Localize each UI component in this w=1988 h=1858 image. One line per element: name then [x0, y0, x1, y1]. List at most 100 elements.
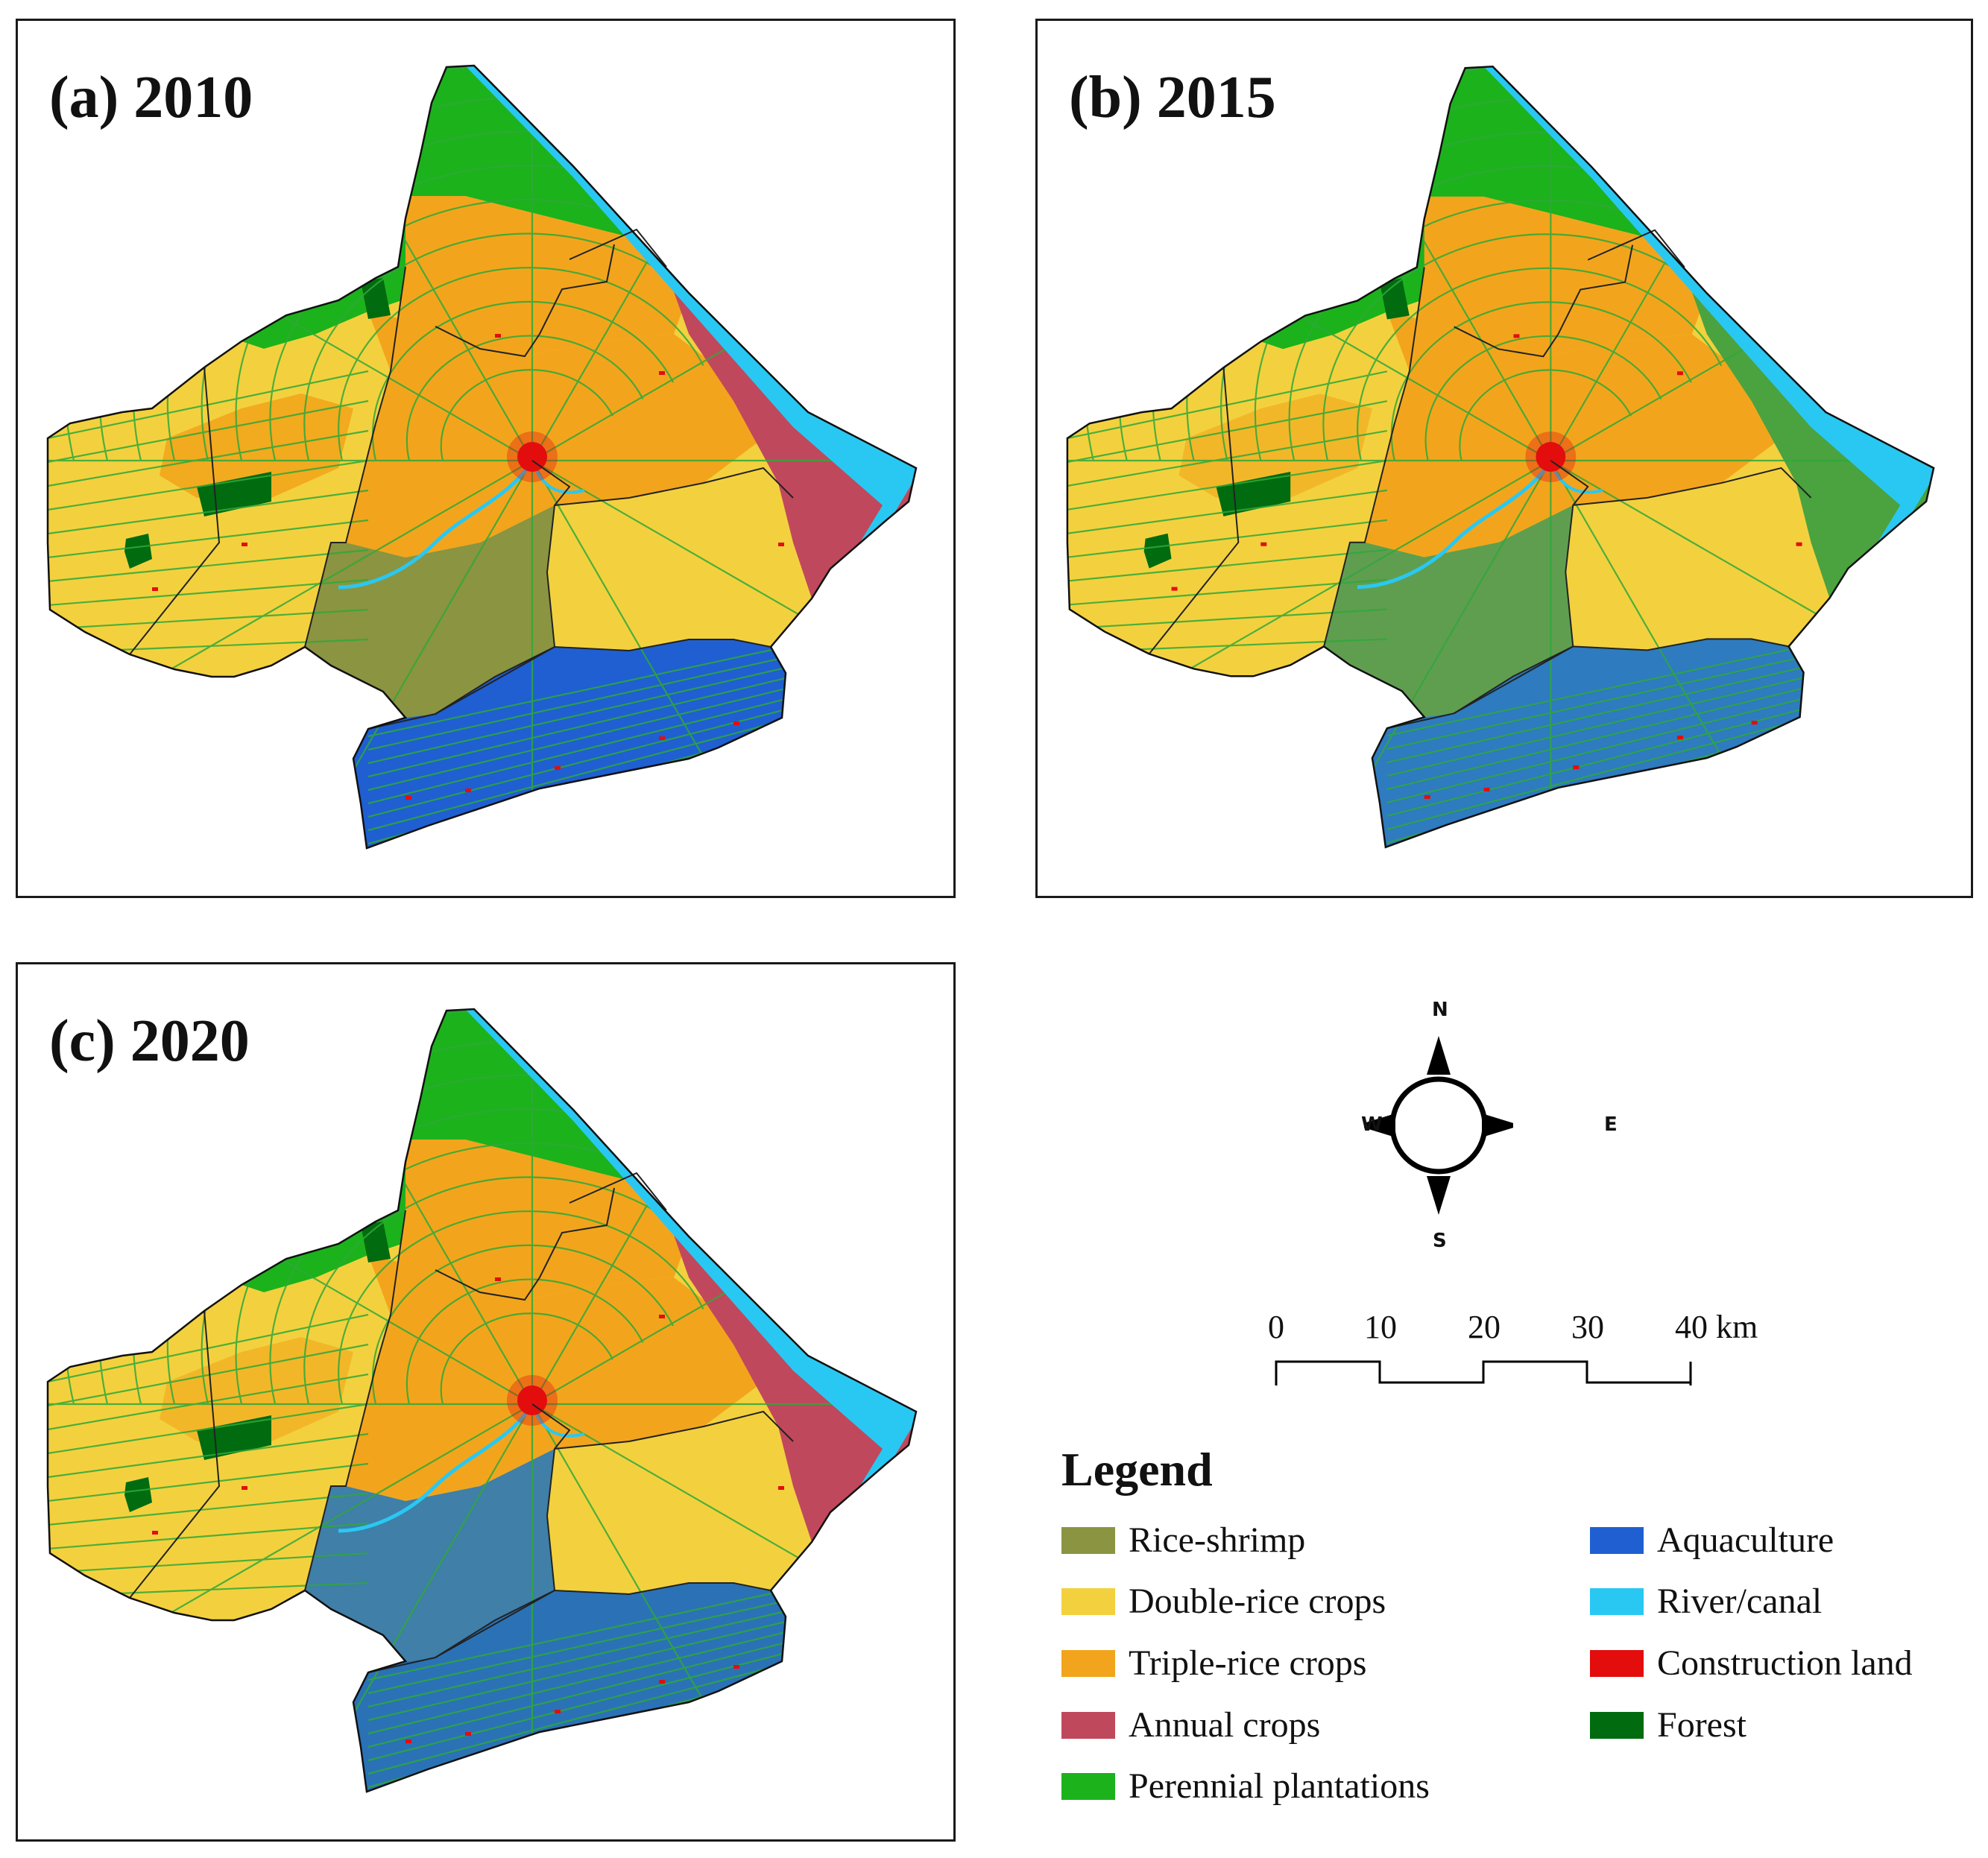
settlement [659, 1315, 665, 1318]
canal-south [367, 645, 786, 738]
settlement [1513, 334, 1520, 338]
city-centre [1536, 442, 1566, 472]
inland-river [338, 1403, 534, 1533]
district-line [1587, 229, 1685, 268]
canal-arc [1357, 267, 1723, 461]
canal-south [367, 1631, 786, 1735]
panel-title: (c) 2020 [49, 1008, 250, 1074]
land-use-zones [1067, 66, 1934, 847]
canal-west [1067, 549, 1387, 582]
compass-north-label: N [1432, 999, 1448, 1021]
compass-rose-icon [1357, 1036, 1521, 1215]
settlement [778, 1486, 784, 1490]
zone-southWestRS [305, 505, 555, 718]
district-line [435, 460, 571, 715]
province-outline [1066, 65, 1935, 849]
canal-west [48, 578, 369, 607]
settlement [1573, 765, 1580, 770]
panel-title: (b) 2015 [1069, 65, 1276, 130]
land-use-map-2020 [46, 1008, 918, 1793]
canal-arc [406, 335, 644, 461]
district-line [554, 467, 794, 506]
forest-block [361, 278, 391, 319]
canal-west [1067, 608, 1387, 630]
zone-perenNorth [1424, 66, 1648, 238]
legend-swatch [1590, 1527, 1644, 1554]
city-sprawl [507, 1375, 558, 1426]
district-line [1386, 638, 1789, 730]
scale-label: 0 [1268, 1309, 1284, 1345]
settlement [555, 1710, 561, 1713]
legend-label: Construction land [1657, 1643, 1913, 1683]
settlement [555, 766, 561, 770]
canal-west [1067, 578, 1387, 606]
settlement [152, 1531, 158, 1535]
canal-arc [440, 1312, 613, 1405]
forest-block [361, 1222, 391, 1263]
settlement [324, 677, 329, 680]
canal-south [367, 1610, 786, 1708]
settlement [1483, 787, 1490, 791]
settlement [324, 1620, 329, 1624]
canal-south [367, 1620, 786, 1722]
canal-arc [406, 1278, 644, 1405]
district-line [1323, 267, 1425, 647]
district-line [367, 639, 771, 730]
settlement [1342, 676, 1349, 680]
district-line [367, 1582, 771, 1673]
settlement [1751, 721, 1758, 725]
land-use-map-2015 [1066, 65, 1935, 849]
canal-west [1067, 489, 1388, 534]
map-panel-2020: (c) 2020 [16, 962, 956, 1842]
canal-west [48, 519, 369, 559]
canal-south [367, 1589, 786, 1681]
zone-southWestRS [1324, 505, 1574, 718]
province-outline [46, 1008, 918, 1793]
settlement [406, 1739, 411, 1743]
zone-eastMid [547, 1382, 793, 1594]
city-sprawl [507, 432, 558, 482]
canal-arc [371, 1244, 674, 1405]
canal-west [48, 608, 369, 631]
canal-west [1067, 459, 1388, 511]
north-arrow: N S W E [1357, 991, 1618, 1256]
canal-arc [338, 267, 704, 461]
settlement [495, 334, 501, 338]
settlement [1676, 736, 1683, 740]
canal-west [48, 399, 369, 464]
canal-south [367, 1599, 786, 1695]
district-line [1454, 244, 1634, 358]
settlement [465, 1732, 471, 1736]
settlement [1171, 587, 1178, 591]
canal-south [367, 718, 786, 832]
canal-arc [1390, 301, 1692, 461]
canal-south [1386, 677, 1804, 777]
settlement [1676, 371, 1683, 376]
compass-west-label: W [1361, 1113, 1383, 1136]
scale-bar-graphic [1275, 1360, 1692, 1385]
canal-south [1386, 718, 1804, 830]
canal-arc [1424, 335, 1662, 461]
inland-river [338, 459, 534, 590]
settlement [242, 543, 247, 546]
city-centre [517, 1385, 547, 1415]
zone-perenNorth [406, 66, 629, 237]
compass-south-label: S [1433, 1230, 1447, 1252]
settlement [659, 736, 665, 740]
canal-south [367, 687, 786, 791]
canal-arc [371, 300, 674, 461]
settlement [1796, 542, 1802, 546]
city-centre [517, 442, 547, 472]
map-panel-2015: (b) 2015 [1035, 19, 1973, 898]
canal-west [1067, 519, 1388, 558]
scale-label: 10 [1364, 1309, 1397, 1345]
legend-label: Perennial plantations [1129, 1766, 1430, 1806]
settlement [733, 1665, 739, 1669]
canal-south [1386, 687, 1804, 791]
scale-label: 20 [1468, 1309, 1501, 1345]
legend-label: Rice-shrimp [1129, 1520, 1306, 1560]
legend-swatch [1061, 1773, 1115, 1800]
legend-swatch [1590, 1588, 1644, 1615]
canal-south [367, 666, 786, 765]
canal-south [367, 1662, 786, 1775]
